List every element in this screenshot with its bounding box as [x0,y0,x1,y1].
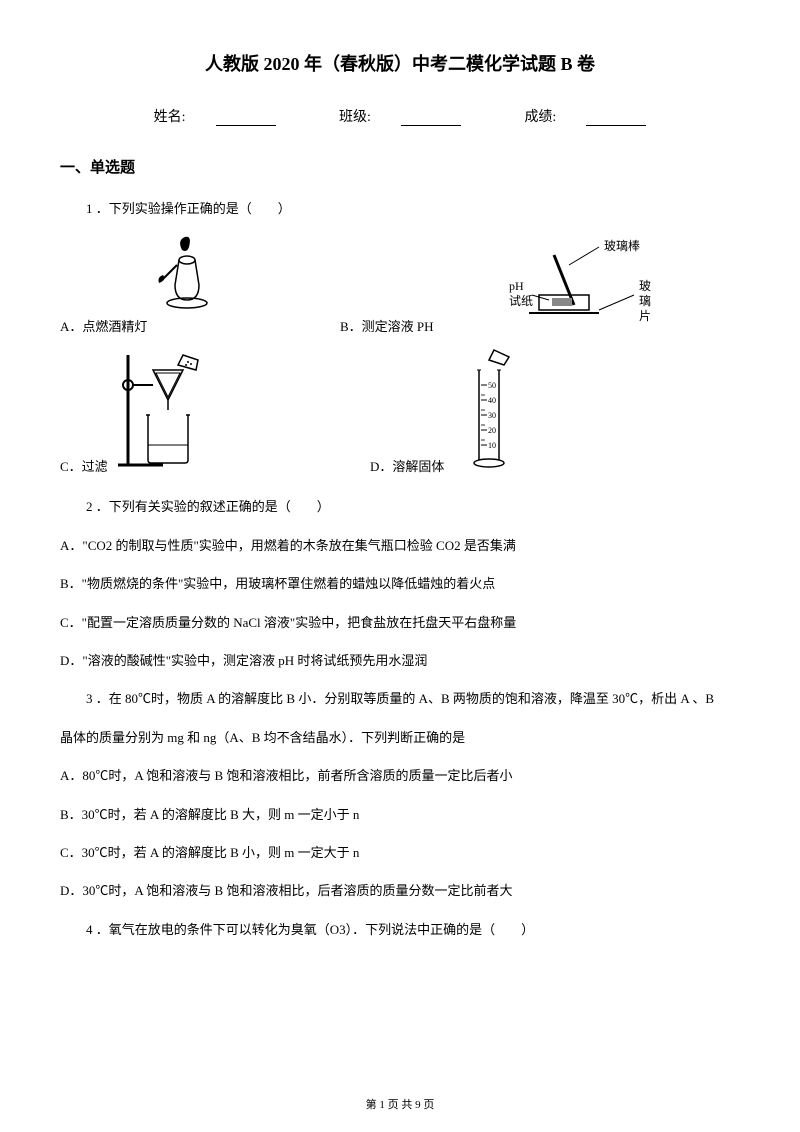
student-info-row: 姓名: 班级: 成绩: [60,106,740,126]
name-label: 姓名: [139,110,291,125]
q1-optD-label: D．溶解固体 [370,456,444,475]
glass-plate-label-2: 璃 [639,294,651,308]
q1-option-a: A．点燃酒精灯 [60,235,340,335]
section-1-header: 一、单选题 [60,156,740,177]
q2-option-c: C．"配置一定溶质质量分数的 NaCl 溶液"实验中，把食盐放在托盘天平右盘称量 [60,611,740,634]
score-label: 成绩: [509,110,661,125]
ph-test-icon: 玻璃棒 pH 试纸 玻 璃 片 [444,235,684,335]
question-1: 1 ．下列实验操作正确的是（ ） [60,197,740,220]
class-label: 班级: [324,110,476,125]
ph-label: pH [509,279,524,293]
svg-text:10: 10 [488,441,496,450]
q1-options-row-1: A．点燃酒精灯 B．测定溶液 PH 玻璃棒 pH 试纸 [60,235,740,335]
alcohol-lamp-icon [147,235,227,335]
q1-optC-label: C．过滤 [60,456,108,475]
q2-option-b: B．"物质燃烧的条件"实验中，用玻璃杯罩住燃着的蜡烛以降低蜡烛的着火点 [60,572,740,595]
q3-option-b: B．30℃时，若 A 的溶解度比 B 大，则 m 一定小于 n [60,803,740,826]
exam-title: 人教版 2020 年（春秋版）中考二模化学试题 B 卷 [60,50,740,76]
question-3-line2: 晶体的质量分别为 mg 和 ng（A、B 均不含结晶水）．下列判断正确的是 [60,726,740,749]
page-footer: 第 1 页 共 9 页 [0,1096,800,1112]
svg-text:40: 40 [488,396,496,405]
filter-icon [108,345,218,475]
score-blank[interactable] [586,112,646,126]
q1-options-row-2: C．过滤 D．溶解固体 [60,345,740,475]
class-blank[interactable] [401,112,461,126]
q3-option-c: C．30℃时，若 A 的溶解度比 B 小，则 m 一定大于 n [60,841,740,864]
glass-plate-label-1: 玻 [639,279,651,293]
q1-optA-label: A．点燃酒精灯 [60,316,147,335]
question-2: 2 ．下列有关实验的叙述正确的是（ ） [60,495,740,518]
q2-option-a: A．"CO2 的制取与性质"实验中，用燃着的木条放在集气瓶口检验 CO2 是否集… [60,534,740,557]
question-3-line1: 3 ．在 80℃时，物质 A 的溶解度比 B 小．分别取等质量的 A、B 两物质… [60,687,740,710]
graduated-cylinder-icon: 50 40 30 20 10 [454,345,524,475]
glass-plate-label-3: 片 [639,309,651,323]
svg-text:50: 50 [488,381,496,390]
svg-text:20: 20 [488,426,496,435]
q1-option-d: D．溶解固体 50 40 30 20 [370,345,670,475]
q3-option-a: A．80℃时，A 饱和溶液与 B 饱和溶液相比，前者所含溶质的质量一定比后者小 [60,764,740,787]
question-4: 4 ．氧气在放电的条件下可以转化为臭氧（O3）．下列说法中正确的是（ ） [60,918,740,941]
q1-option-c: C．过滤 [60,345,340,475]
q3-option-d: D．30℃时，A 饱和溶液与 B 饱和溶液相比，后者溶质的质量分数一定比前者大 [60,879,740,902]
glass-rod-label: 玻璃棒 [604,239,640,253]
q1-optB-label: B．测定溶液 PH [340,316,434,335]
name-blank[interactable] [216,112,276,126]
svg-text:30: 30 [488,411,496,420]
q1-option-b: B．测定溶液 PH 玻璃棒 pH 试纸 玻 璃 片 [340,235,720,335]
q2-option-d: D．"溶液的酸碱性"实验中，测定溶液 pH 时将试纸预先用水湿润 [60,649,740,672]
paper-label: 试纸 [509,293,533,308]
